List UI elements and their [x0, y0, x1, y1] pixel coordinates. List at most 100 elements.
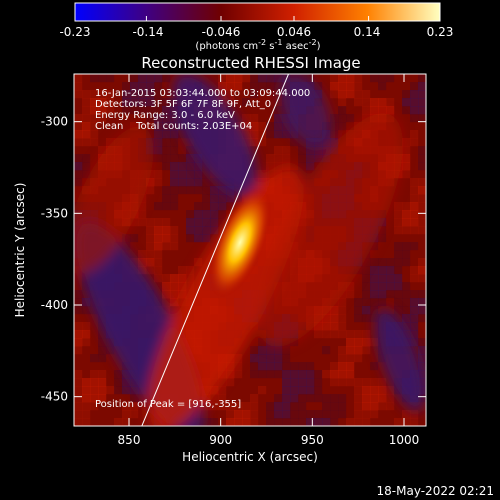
- y-axis: -300 -350 -400 -450: [41, 115, 426, 404]
- heatmap-cell: [394, 250, 403, 259]
- heatmap-cell: [90, 90, 99, 99]
- heatmap-cell: [306, 362, 315, 371]
- heatmap-cell: [242, 98, 251, 107]
- heatmap-cell: [306, 354, 315, 363]
- heatmap-cell: [346, 354, 355, 363]
- heatmap-cell: [410, 314, 419, 323]
- heatmap-cell: [194, 210, 203, 219]
- heatmap-cell: [330, 418, 339, 426]
- heatmap-cell: [186, 170, 195, 179]
- heatmap-cell: [74, 418, 83, 426]
- y-tick-label: -350: [41, 206, 68, 220]
- heatmap-cell: [234, 402, 243, 411]
- heatmap-cell: [298, 370, 307, 379]
- heatmap-cell: [162, 138, 171, 147]
- heatmap-cell: [322, 322, 331, 331]
- heatmap-cell: [306, 378, 315, 387]
- heatmap-cell: [402, 298, 411, 307]
- heatmap-cell: [274, 370, 283, 379]
- heatmap-cell: [138, 218, 147, 227]
- heatmap-cell: [402, 154, 411, 163]
- heatmap-cell: [170, 178, 179, 187]
- heatmap-cell: [330, 122, 339, 131]
- heatmap-cell: [122, 242, 131, 251]
- heatmap-cell: [402, 242, 411, 251]
- heatmap-cell: [394, 194, 403, 203]
- heatmap-cell: [378, 242, 387, 251]
- heatmap-cell: [90, 346, 99, 355]
- heatmap-cell: [338, 402, 347, 411]
- heatmap-cell: [202, 210, 211, 219]
- heatmap-cell: [250, 138, 259, 147]
- heatmap-cell: [370, 322, 379, 331]
- heatmap-cell: [106, 82, 115, 91]
- heatmap-cell: [402, 250, 411, 259]
- heatmap-cell: [138, 242, 147, 251]
- heatmap-cell: [130, 106, 139, 115]
- heatmap-cell: [346, 298, 355, 307]
- heatmap-cell: [330, 338, 339, 347]
- heatmap-cell: [162, 258, 171, 267]
- heatmap-cell: [330, 330, 339, 339]
- heatmap-cell: [250, 402, 259, 411]
- heatmap-cell: [378, 282, 387, 291]
- heatmap-cell: [74, 98, 83, 107]
- heatmap-cell: [306, 418, 315, 426]
- heatmap-cell: [418, 314, 426, 323]
- heatmap-cell: [234, 410, 243, 419]
- heatmap-cell: [394, 218, 403, 227]
- heatmap-cell: [418, 242, 426, 251]
- heatmap-cell: [386, 202, 395, 211]
- heatmap-cell: [410, 274, 419, 283]
- heatmap-cell: [386, 106, 395, 115]
- info-line: Detectors: 3F 5F 6F 7F 8F 9F, Att_0: [95, 99, 271, 110]
- heatmap-cell: [170, 210, 179, 219]
- heatmap-cell: [82, 346, 91, 355]
- heatmap-cell: [170, 122, 179, 131]
- heatmap-cell: [226, 370, 235, 379]
- heatmap-cell: [170, 162, 179, 171]
- heatmap-cell: [410, 306, 419, 315]
- heatmap-cell: [306, 146, 315, 155]
- heatmap-cell: [154, 266, 163, 275]
- heatmap-cell: [274, 346, 283, 355]
- heatmap-cell: [378, 106, 387, 115]
- heatmap-cell: [106, 90, 115, 99]
- heatmap-cell: [266, 106, 275, 115]
- heatmap-cell: [226, 386, 235, 395]
- heatmap-cell: [90, 402, 99, 411]
- heatmap-cell: [98, 82, 107, 91]
- heatmap-cell: [82, 354, 91, 363]
- heatmap-cell: [210, 410, 219, 419]
- heatmap-cell: [370, 418, 379, 426]
- heatmap-cell: [210, 218, 219, 227]
- heatmap-cell: [250, 394, 259, 403]
- heatmap-cell: [210, 202, 219, 211]
- heatmap-cell: [298, 362, 307, 371]
- colorbar-ticks: [74, 16, 441, 21]
- heatmap-cell: [210, 234, 219, 243]
- heatmap-cell: [338, 98, 347, 107]
- heatmap-cell: [154, 138, 163, 147]
- heatmap-cell: [410, 410, 419, 419]
- heatmap-cell: [266, 394, 275, 403]
- heatmap-cell: [322, 378, 331, 387]
- heatmap-cell: [418, 266, 426, 275]
- heatmap-cell: [194, 242, 203, 251]
- heatmap-cell: [98, 418, 107, 426]
- heatmap-cell: [282, 162, 291, 171]
- heatmap-cell: [330, 314, 339, 323]
- heatmap-cell: [346, 346, 355, 355]
- heatmap-cell: [146, 122, 155, 131]
- heatmap-cell: [322, 370, 331, 379]
- heatmap-cell: [194, 194, 203, 203]
- heatmap-cell: [226, 194, 235, 203]
- heatmap-cell: [194, 250, 203, 259]
- heatmap-cell: [226, 74, 235, 83]
- heatmap-cell: [154, 146, 163, 155]
- heatmap-cell: [250, 410, 259, 419]
- heatmap-cell: [242, 106, 251, 115]
- heatmap-cell: [346, 90, 355, 99]
- heatmap-cell: [210, 418, 219, 426]
- heatmap-cell: [82, 378, 91, 387]
